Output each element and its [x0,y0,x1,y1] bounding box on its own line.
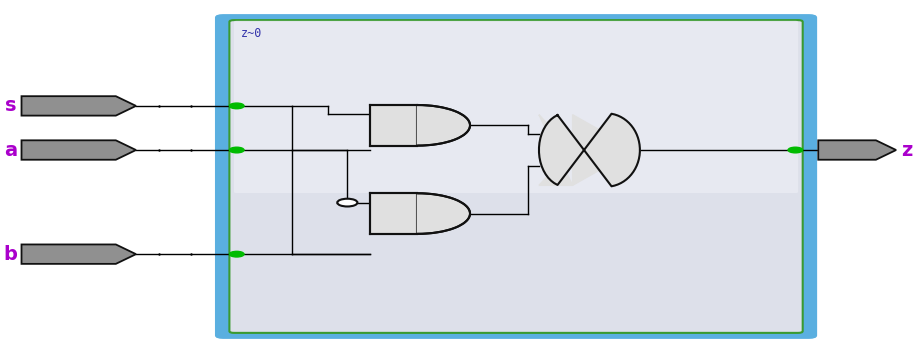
Polygon shape [21,244,136,264]
Polygon shape [21,96,136,116]
Circle shape [230,103,244,109]
Polygon shape [818,140,896,160]
Text: s: s [6,96,17,115]
Polygon shape [539,114,640,186]
Circle shape [337,199,357,207]
Polygon shape [417,105,470,145]
Text: a: a [4,140,17,160]
Bar [369,105,417,145]
FancyBboxPatch shape [234,21,798,193]
Text: z~0: z~0 [242,27,263,40]
Bar [369,193,417,234]
Polygon shape [417,193,470,234]
Text: b: b [3,245,17,264]
FancyBboxPatch shape [230,20,802,333]
FancyBboxPatch shape [216,15,816,338]
Circle shape [230,147,244,153]
Text: z: z [901,140,912,160]
Polygon shape [21,140,136,160]
Circle shape [230,251,244,257]
Circle shape [788,147,802,153]
Polygon shape [539,115,635,185]
